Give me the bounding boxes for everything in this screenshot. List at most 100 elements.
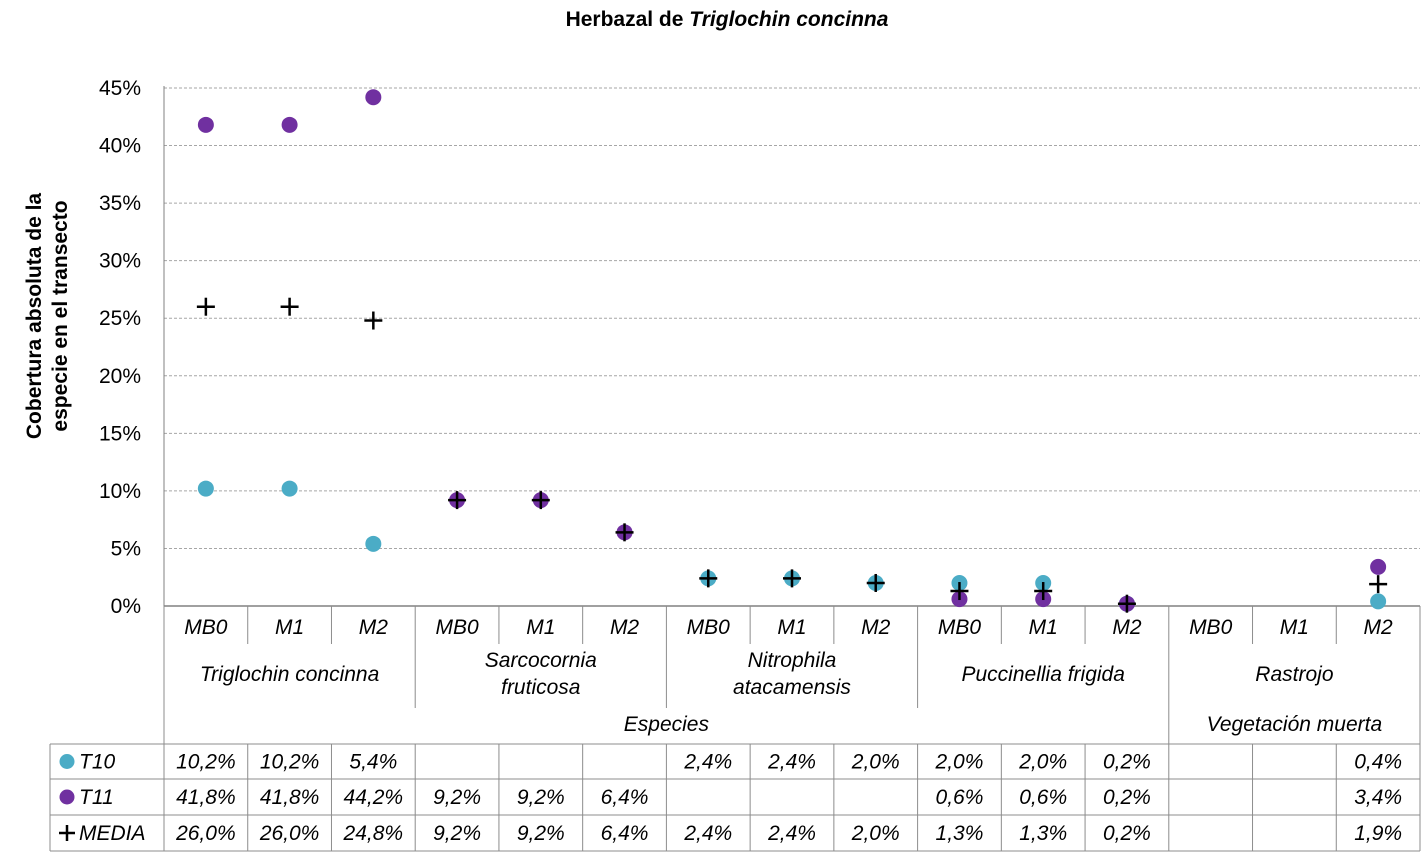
y-tick-label: 25% (99, 307, 141, 330)
gridlines (164, 87, 1420, 549)
x-tick-label: M2 (1364, 616, 1393, 639)
y-tick-label: 45% (99, 77, 141, 100)
data-label: 0,6% (1019, 786, 1067, 809)
data-label: 41,8% (260, 786, 320, 809)
x-tick-label: M2 (1112, 616, 1141, 639)
data-label: 1,3% (936, 822, 984, 845)
data-label: 10,2% (176, 751, 236, 774)
species-group-label-line: atacamensis (733, 676, 851, 699)
y-tick-label: 30% (99, 250, 141, 273)
x-tick-label: M1 (1029, 616, 1058, 639)
data-label: 2,4% (767, 751, 816, 774)
data-label: 5,4% (349, 751, 397, 774)
x-tick-label: M1 (777, 616, 806, 639)
data-label: 44,2% (344, 786, 404, 809)
category-table: MB0 M1 M2 MB0 M1 M2 MB0 M1 M2 MB0 M1 M2 MB0 M1 M2 Trigl… (49, 606, 1421, 852)
point-media (1034, 582, 1053, 601)
point-media (196, 297, 215, 316)
axis-frame (163, 86, 1420, 607)
top-group-label: Vegetación muerta (1207, 713, 1383, 736)
point-media (531, 491, 550, 510)
x-tick-label: MB0 (687, 616, 731, 639)
legend-key-t11 (59, 789, 75, 805)
legend-label-t11: T11 (79, 786, 114, 809)
legend-label-t10: T10 (79, 751, 116, 774)
species-group-label: Triglochin concinna (200, 663, 379, 686)
point-t10 (365, 535, 382, 552)
data-label: 2,4% (683, 822, 732, 845)
species-group-label: Nitrophila atacamensis (733, 649, 851, 699)
data-label: 6,4% (601, 822, 649, 845)
data-label: 24,8% (343, 822, 404, 845)
data-label: 0,6% (936, 786, 984, 809)
point-media (866, 573, 885, 592)
legend-key-media (59, 825, 75, 841)
y-axis-label-line1: Cobertura absoluta de la (23, 193, 46, 440)
data-label: 2,4% (683, 751, 732, 774)
data-label: 26,0% (259, 822, 320, 845)
point-media (1117, 594, 1136, 613)
species-group-label: Sarcocornia fruticosa (485, 649, 597, 699)
x-tick-label: M2 (359, 616, 388, 639)
point-media (448, 491, 467, 510)
data-label: 2,0% (851, 751, 900, 774)
data-points (196, 89, 1388, 613)
x-tick-label: MB0 (184, 616, 228, 639)
species-group-label-line: fruticosa (501, 676, 580, 699)
y-tick-label: 0% (111, 595, 141, 618)
x-tick-label: MB0 (1189, 616, 1233, 639)
y-tick-label: 20% (99, 365, 141, 388)
point-t10 (197, 480, 214, 497)
chart-title-italic: Triglochin concinna (689, 8, 888, 31)
x-tick-label: MB0 (435, 616, 479, 639)
point-media (615, 523, 634, 542)
data-label: 9,2% (517, 822, 565, 845)
data-label: 9,2% (433, 822, 481, 845)
point-media (1369, 575, 1388, 594)
species-group-label: Rastrojo (1255, 663, 1334, 686)
x-tick-label: M1 (1280, 616, 1309, 639)
point-media (364, 311, 383, 330)
data-label: 0,2% (1103, 751, 1151, 774)
chart-title: Herbazal de Triglochin concinna (566, 8, 889, 31)
point-media (699, 569, 718, 588)
y-axis-label: Cobertura absoluta de la especie en el tr… (23, 193, 72, 440)
point-media (783, 569, 801, 588)
data-label: 0,2% (1103, 822, 1151, 845)
chart-title-prefix: Herbazal de (566, 8, 690, 31)
y-tick-label: 10% (99, 480, 141, 503)
point-t11 (197, 116, 214, 133)
point-media (280, 297, 299, 316)
data-label: 2,0% (1018, 751, 1067, 774)
y-tick-labels: 0% 5% 10% 15% 20% 25% 30% 35% 40% 45% (99, 77, 141, 618)
data-label: 6,4% (601, 786, 649, 809)
data-label: 0,2% (1103, 786, 1151, 809)
species-group-label-line: Sarcocornia (485, 649, 597, 672)
data-label: 2,0% (935, 751, 984, 774)
y-tick-label: 5% (111, 537, 141, 560)
data-label: 2,0% (851, 822, 900, 845)
data-label: 26,0% (175, 822, 236, 845)
data-label: 0,4% (1354, 751, 1402, 774)
point-t10 (1370, 593, 1387, 610)
data-label: 9,2% (517, 786, 565, 809)
x-tick-label: M1 (275, 616, 304, 639)
y-tick-label: 40% (99, 135, 141, 158)
legend-key-t10 (59, 754, 75, 769)
y-axis-label-line2: especie en el transecto (49, 200, 72, 431)
data-label: 1,3% (1019, 822, 1067, 845)
data-label: 10,2% (260, 751, 320, 774)
legend-label-media: MEDIA (79, 822, 146, 845)
x-tick-label: M2 (610, 616, 639, 639)
data-label: 1,9% (1354, 822, 1402, 845)
top-group-label: Especies (624, 713, 710, 736)
species-group-label-line: Nitrophila (748, 649, 837, 672)
data-label: 41,8% (176, 786, 236, 809)
point-t11 (365, 89, 382, 106)
point-media (950, 582, 969, 601)
data-label: 2,4% (767, 822, 816, 845)
point-t11 (281, 116, 298, 133)
y-tick-label: 15% (99, 422, 141, 445)
y-tick-label: 35% (99, 192, 141, 215)
